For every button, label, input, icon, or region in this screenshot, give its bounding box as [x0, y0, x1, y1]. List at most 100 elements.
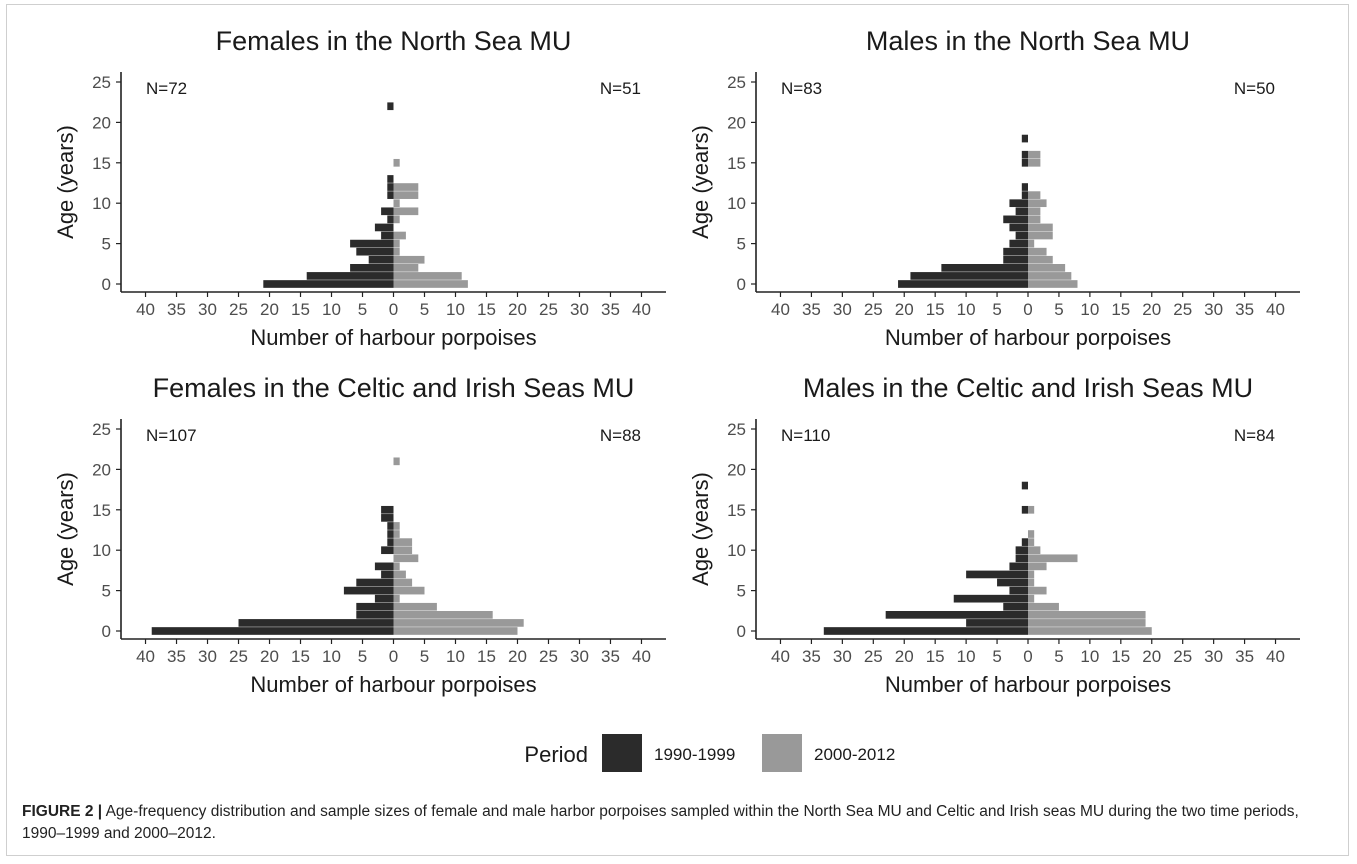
x-tick-label: 15 — [291, 647, 310, 666]
x-tick-label: 0 — [1023, 647, 1032, 666]
x-tick-label: 15 — [926, 647, 945, 666]
bar — [393, 578, 413, 587]
bar — [1021, 134, 1028, 143]
bar — [374, 562, 394, 571]
x-tick-label: 30 — [198, 647, 217, 666]
bar — [1015, 207, 1028, 216]
bar — [393, 183, 419, 191]
bar — [1028, 223, 1053, 232]
x-tick-label: 5 — [420, 647, 429, 666]
x-tick-label: 20 — [895, 300, 914, 319]
bar — [374, 223, 394, 232]
bar — [374, 594, 394, 603]
bar — [1028, 239, 1035, 248]
bar — [1015, 554, 1028, 563]
x-tick-label: 40 — [632, 300, 651, 319]
bar — [393, 255, 425, 264]
bar — [966, 570, 1028, 579]
bar — [1028, 280, 1078, 288]
bar — [1028, 530, 1035, 538]
x-tick-label: 25 — [539, 647, 558, 666]
x-tick-label: 5 — [992, 300, 1001, 319]
y-tick-label: 15 — [727, 501, 746, 520]
bar — [151, 627, 394, 635]
bar — [393, 586, 425, 595]
x-tick-label: 15 — [1111, 300, 1130, 319]
y-tick-label: 0 — [737, 622, 746, 641]
bar — [1021, 191, 1028, 199]
x-tick-label: 10 — [322, 647, 341, 666]
bar — [393, 619, 524, 627]
caption-label: FIGURE 2 | — [22, 803, 103, 820]
bar — [1028, 207, 1041, 216]
legend-swatch — [762, 734, 802, 772]
bar — [1028, 586, 1047, 595]
x-tick-label: 20 — [1142, 300, 1161, 319]
sample-size-left: N=83 — [781, 79, 822, 98]
x-tick-label: 35 — [1235, 300, 1254, 319]
x-tick-label: 35 — [802, 300, 821, 319]
bar — [1028, 264, 1066, 272]
sample-size-right: N=88 — [600, 426, 641, 445]
bar — [1003, 247, 1028, 256]
bar — [350, 239, 394, 248]
bar — [393, 280, 468, 288]
bar — [393, 538, 413, 546]
bar — [393, 215, 400, 224]
bar — [387, 183, 394, 191]
y-axis-label: Age (years) — [688, 125, 713, 239]
bar — [1009, 199, 1028, 208]
x-tick-label: 40 — [771, 647, 790, 666]
x-tick-label: 30 — [1204, 300, 1223, 319]
y-tick-label: 20 — [727, 460, 746, 479]
bar — [1009, 239, 1028, 248]
sample-size-left: N=72 — [146, 79, 187, 98]
bar — [941, 264, 1028, 272]
x-tick-label: 25 — [1173, 300, 1192, 319]
legend-label: 1990-1999 — [654, 745, 735, 764]
x-tick-label: 0 — [389, 647, 398, 666]
y-tick-label: 0 — [737, 275, 746, 294]
bar — [356, 578, 394, 587]
bar — [1028, 247, 1047, 256]
x-axis-label: Number of harbour porpoises — [250, 672, 536, 697]
x-tick-label: 40 — [771, 300, 790, 319]
bar — [898, 280, 1028, 288]
bar — [306, 272, 394, 280]
x-tick-label: 35 — [167, 647, 186, 666]
bar — [393, 570, 406, 579]
bar — [1028, 602, 1059, 611]
x-tick-label: 10 — [1080, 647, 1099, 666]
bar — [1028, 546, 1041, 555]
x-tick-label: 20 — [1142, 647, 1161, 666]
bar — [885, 611, 1028, 619]
sample-size-right: N=50 — [1234, 79, 1275, 98]
bar — [1009, 223, 1028, 232]
bar — [356, 247, 394, 256]
x-tick-label: 5 — [420, 300, 429, 319]
bar — [381, 505, 394, 514]
bar — [910, 272, 1028, 280]
bar — [393, 554, 419, 563]
y-tick-label: 20 — [92, 460, 111, 479]
x-tick-label: 40 — [1266, 647, 1285, 666]
bar — [1028, 570, 1035, 579]
x-tick-label: 30 — [198, 300, 217, 319]
bar — [387, 538, 394, 546]
y-axis-label: Age (years) — [688, 472, 713, 586]
x-tick-label: 20 — [508, 300, 527, 319]
bar — [1021, 481, 1028, 490]
y-tick-label: 5 — [737, 235, 746, 254]
y-tick-label: 0 — [102, 622, 111, 641]
x-tick-label: 5 — [1054, 647, 1063, 666]
y-tick-label: 10 — [92, 194, 111, 213]
bar — [1028, 505, 1035, 514]
bar — [387, 102, 394, 111]
panel-title: Males in the Celtic and Irish Seas MU — [803, 373, 1253, 403]
bar — [1028, 627, 1152, 635]
x-tick-label: 10 — [446, 300, 465, 319]
bar — [997, 578, 1028, 587]
bar — [1003, 215, 1028, 224]
legend-swatch — [602, 734, 642, 772]
